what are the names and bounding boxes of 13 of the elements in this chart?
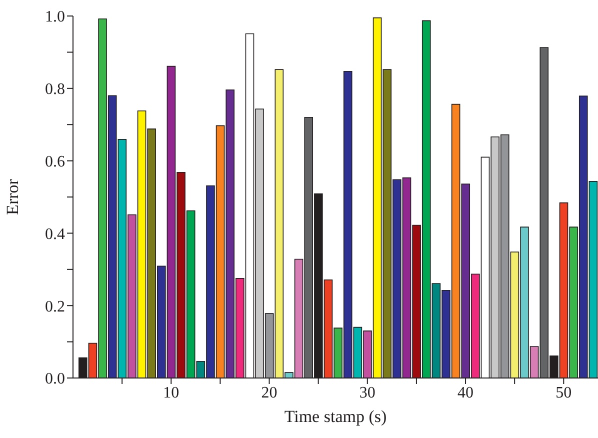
y-tick-label: 0.8 — [45, 81, 65, 98]
x-tick-label: 30 — [359, 384, 376, 402]
y-tick-label: 0.4 — [45, 226, 65, 243]
y-tick-label: 0.2 — [45, 298, 65, 316]
y-tick-label: 0.0 — [45, 370, 65, 388]
y-tick-label: 1.0 — [45, 8, 65, 26]
x-tick-label: 50 — [556, 384, 572, 402]
x-axis-title: Time stamp (s) — [284, 407, 387, 426]
y-axis-title: Error — [3, 178, 22, 215]
y-tick-label: 0.6 — [45, 153, 65, 170]
x-tick-label: 40 — [458, 384, 474, 402]
x-tick-label: 20 — [261, 384, 278, 402]
x-tick-label: 10 — [163, 384, 180, 402]
